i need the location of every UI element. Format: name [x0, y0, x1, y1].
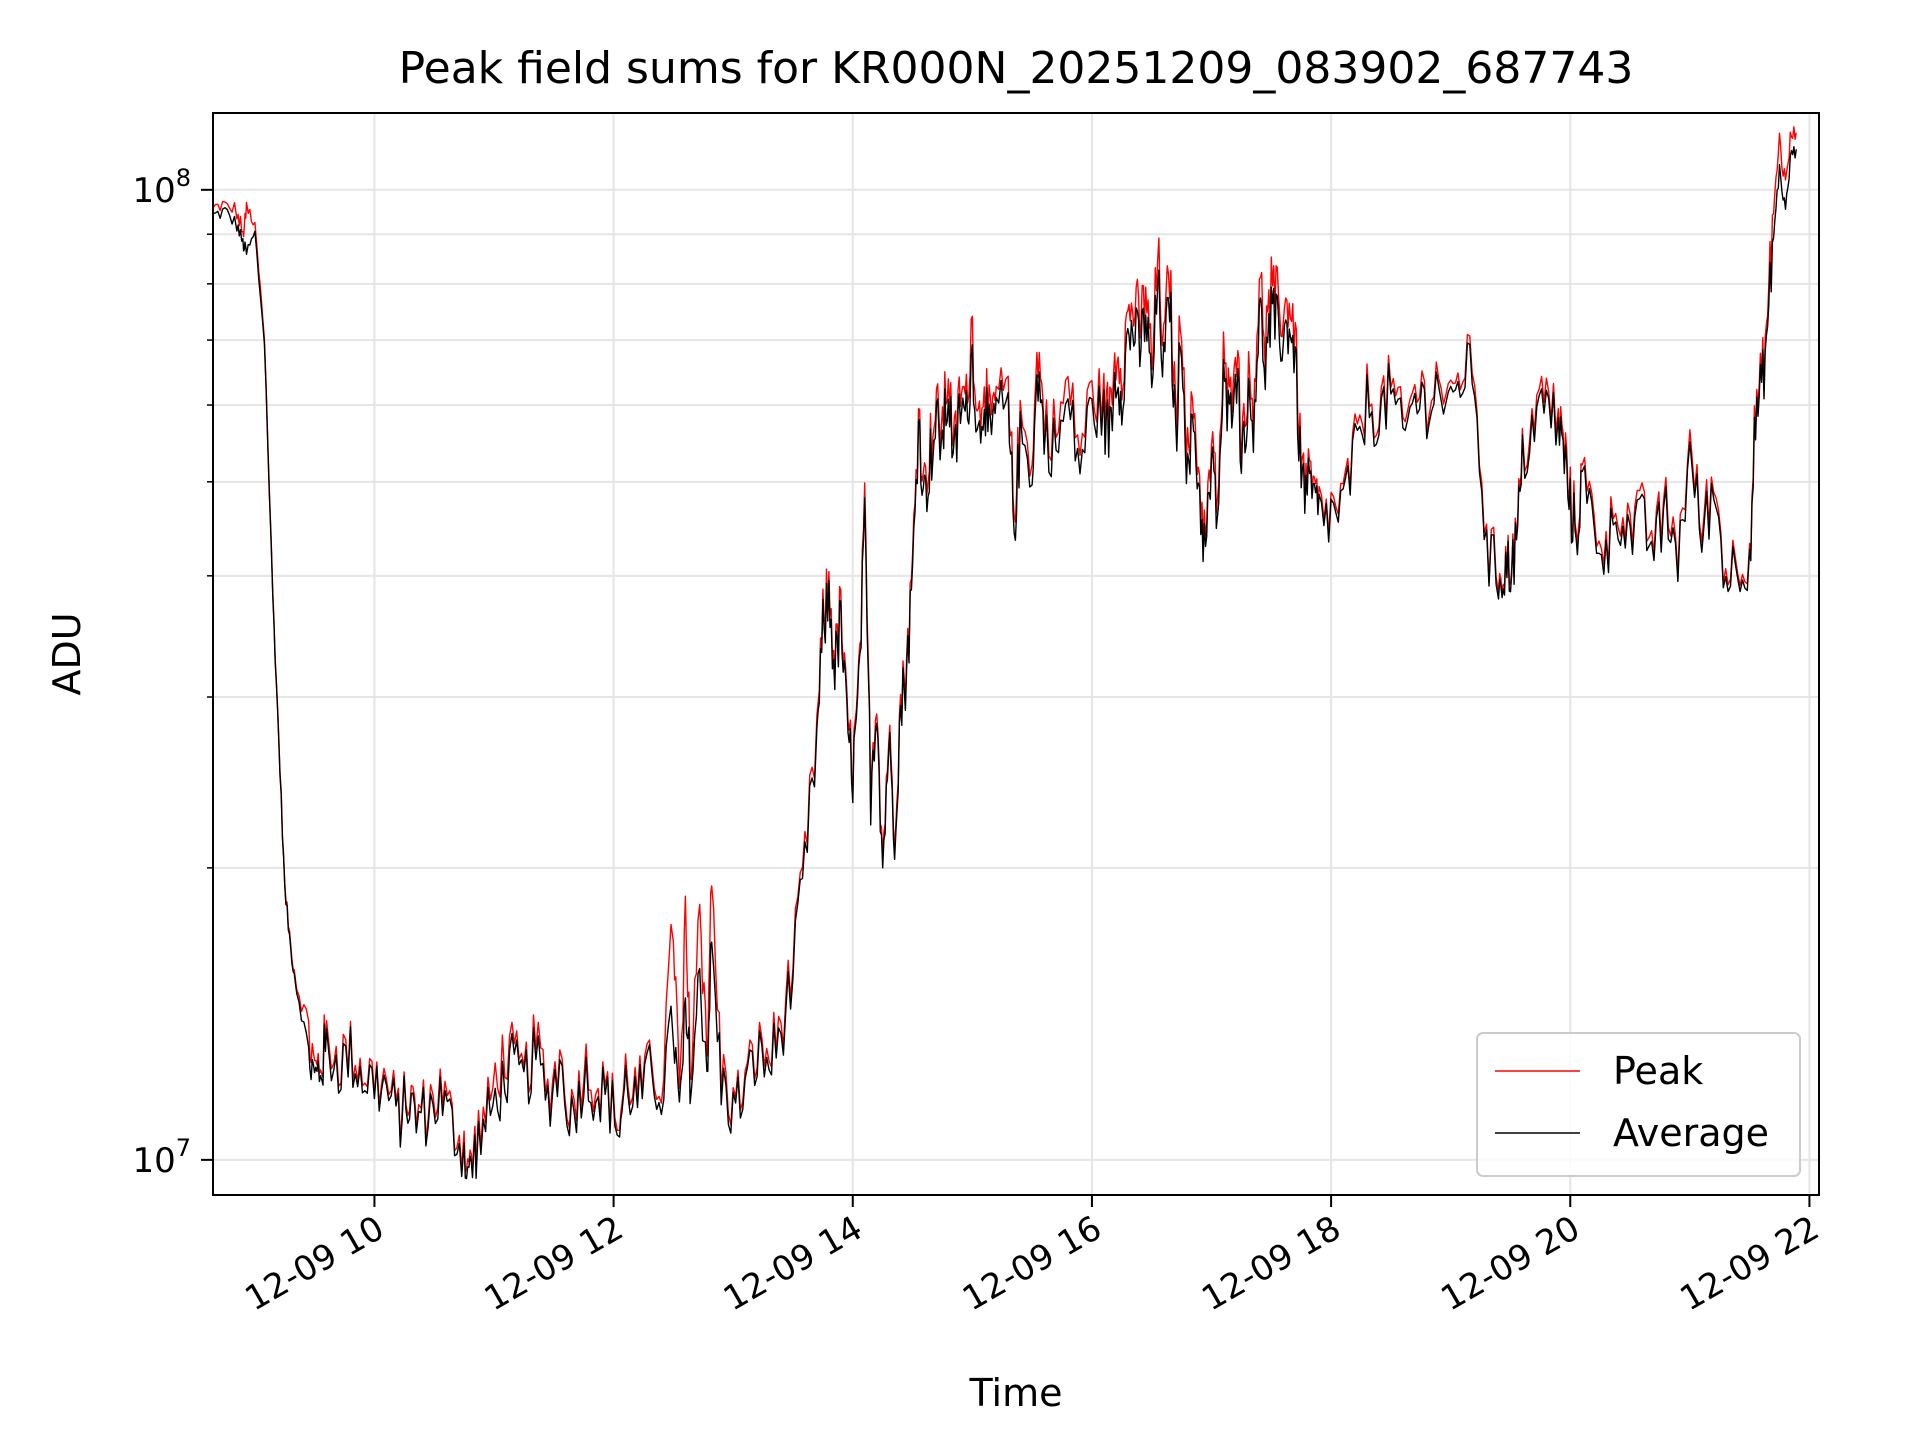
y-tick-label-exponent: 8 — [176, 164, 191, 192]
y-tick-label-base: 10 — [132, 1141, 175, 1181]
legend-peak-label: Peak — [1613, 1049, 1703, 1093]
grid-lines — [213, 113, 1819, 1195]
y-axis-label: ADU — [45, 612, 89, 695]
series-average-line — [212, 146, 1797, 1180]
y-tick-label-0: 107 — [132, 1134, 191, 1181]
legend-box — [1476, 1032, 1801, 1177]
x-axis-label: Time — [969, 1371, 1063, 1415]
legend: Peak Average — [1476, 1032, 1801, 1177]
plot-area — [212, 126, 1797, 1180]
axes-frame — [212, 112, 1820, 1196]
y-tick-label-exponent: 7 — [176, 1134, 191, 1162]
legend-average-label: Average — [1613, 1111, 1769, 1155]
chart-title: Peak field sums for KR000N_20251209_0839… — [399, 43, 1634, 94]
y-tick-label-base: 10 — [132, 171, 175, 211]
y-tick-label-1: 108 — [132, 164, 191, 211]
